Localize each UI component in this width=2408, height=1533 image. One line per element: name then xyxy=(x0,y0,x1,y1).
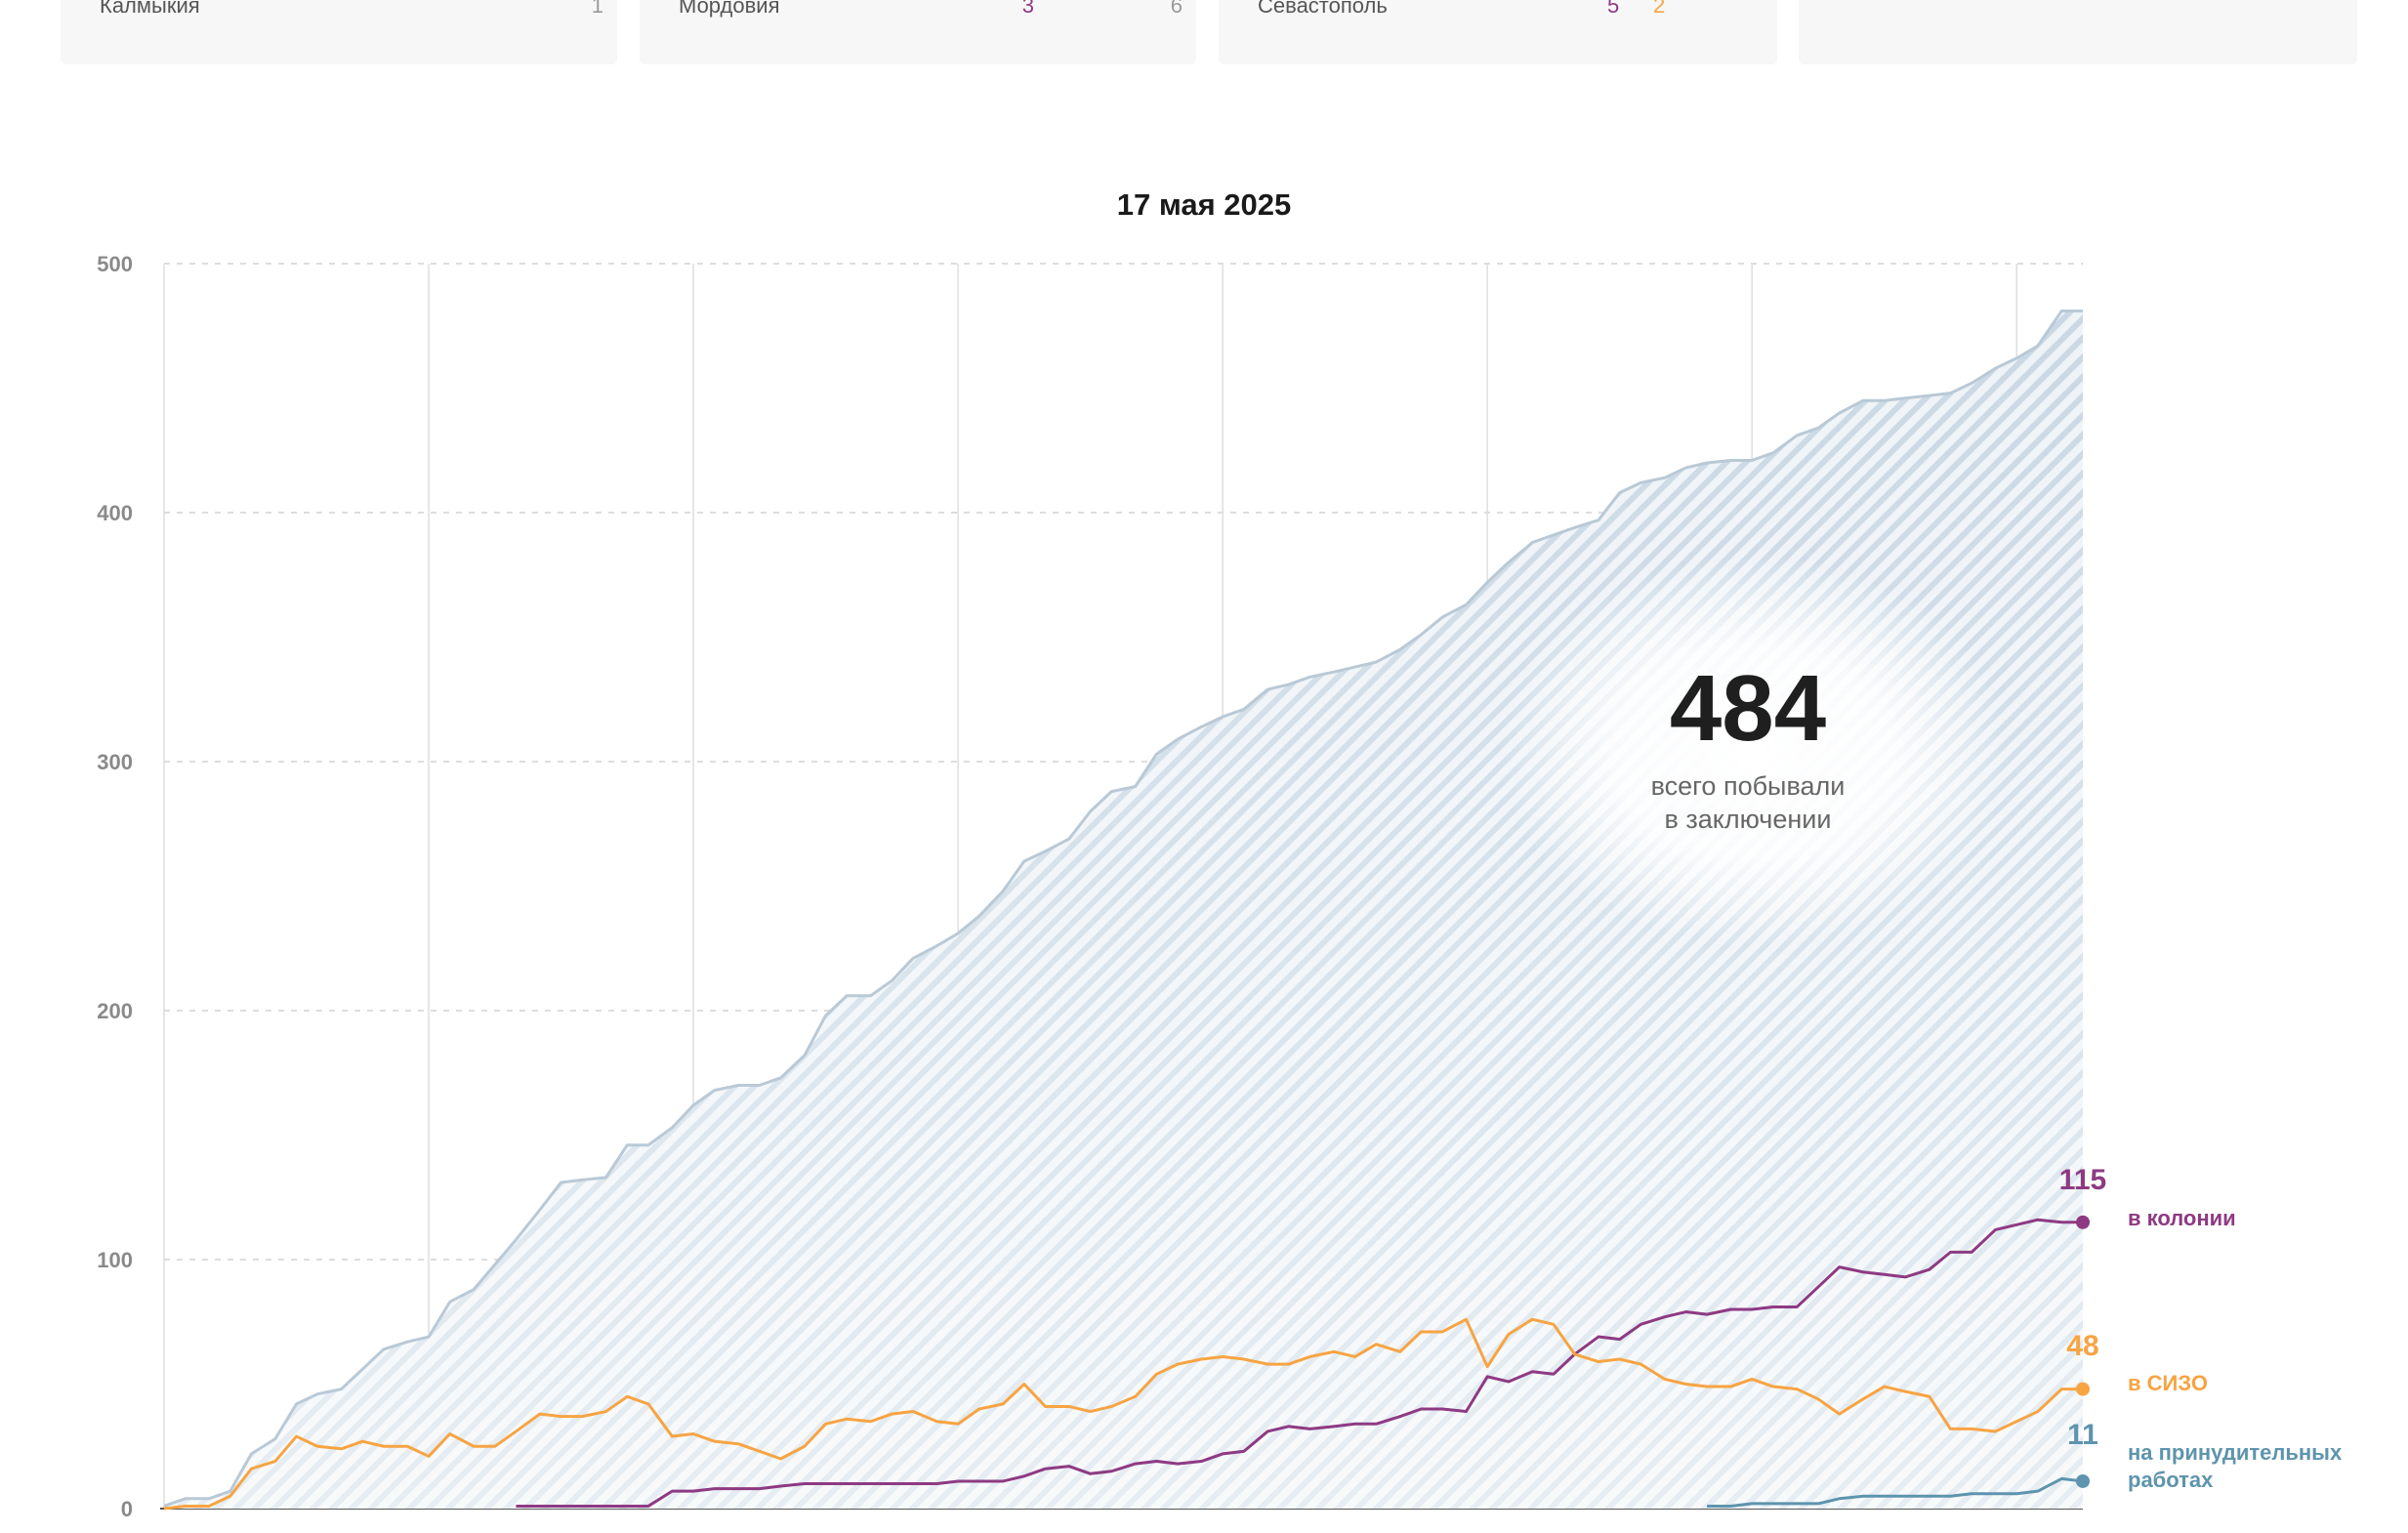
sizo-endpoint xyxy=(2076,1382,2090,1396)
y-tick-label: 100 xyxy=(97,1248,133,1272)
card-value: 6 xyxy=(1170,0,1183,18)
chart-title: 17 мая 2025 xyxy=(1116,187,1292,222)
summary-card xyxy=(1799,0,2357,64)
total-count-label-line2: в заключении xyxy=(1664,805,1832,834)
forced-line xyxy=(1707,1476,2084,1508)
total-count-label: всего побывали в заключении xyxy=(1553,769,1943,836)
card-region-name: Мордовия xyxy=(679,0,780,18)
summary-cards: Калмыкия 1 Мордовия 3 6 Севастополь 5 2 xyxy=(0,0,2408,64)
card-region-name: Калмыкия xyxy=(100,0,200,18)
y-tick-label: 400 xyxy=(97,501,133,525)
forced-value-label: 11 xyxy=(2067,1419,2098,1451)
colony-series-label: в колонии xyxy=(2128,1206,2236,1230)
sizo-series-label: в СИЗО xyxy=(2128,1371,2208,1395)
colony-line xyxy=(516,1218,2083,1508)
forced-series-label: на принудительных xyxy=(2128,1440,2343,1465)
forced-series-label-line2: работах xyxy=(2128,1468,2214,1492)
colony-value-label: 115 xyxy=(2059,1164,2106,1196)
center-glow xyxy=(1499,557,2007,947)
y-tick-label: 200 xyxy=(97,999,133,1023)
total-count-label-line1: всего побывали xyxy=(1650,771,1846,801)
summary-card: Севастополь 5 2 xyxy=(1219,0,1777,64)
total-count: 484 xyxy=(1669,656,1827,761)
forced-endpoint xyxy=(2076,1473,2090,1488)
y-tick-label: 0 xyxy=(121,1497,133,1521)
sizo-line xyxy=(163,1317,2083,1511)
y-tick-label: 300 xyxy=(97,750,133,774)
summary-card: Калмыкия 1 xyxy=(61,0,617,64)
card-value-colony: 3 xyxy=(1021,0,1034,18)
card-region-name: Севастополь xyxy=(1258,0,1388,18)
total-line xyxy=(163,309,2083,1508)
card-value-sizo: 2 xyxy=(1653,0,1666,18)
y-tick-label: 500 xyxy=(97,252,133,276)
card-value: 1 xyxy=(591,0,603,18)
sizo-value-label: 48 xyxy=(2066,1330,2098,1362)
summary-card: Мордовия 3 6 xyxy=(640,0,1196,64)
colony-endpoint xyxy=(2076,1215,2090,1229)
card-value-colony: 5 xyxy=(1607,0,1620,18)
